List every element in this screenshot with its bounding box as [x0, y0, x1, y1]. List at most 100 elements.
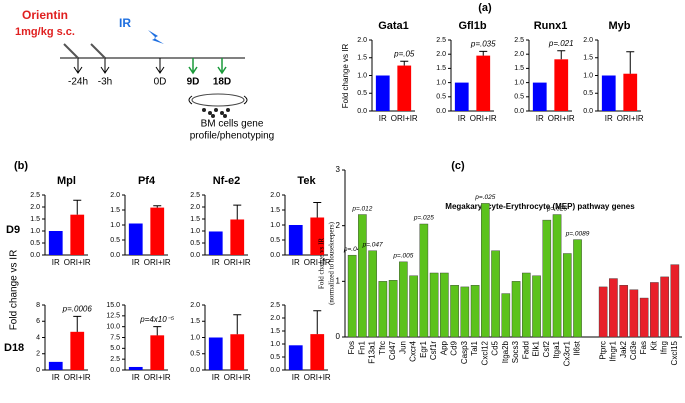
y-tick-label: 1.5	[110, 207, 120, 214]
bar	[310, 334, 325, 370]
bar	[450, 285, 459, 338]
bone	[191, 93, 245, 107]
error-bar	[400, 60, 409, 66]
time-label: -3h	[98, 77, 112, 88]
error-bar	[73, 199, 82, 215]
y-tick-label: 5.0	[110, 345, 120, 352]
x-tick-label: ORI+IR	[144, 373, 171, 382]
y-tick-label: 0.0	[190, 367, 200, 374]
error-bar	[73, 315, 82, 332]
bar	[491, 250, 500, 338]
y-tick-label: 1.0	[583, 72, 593, 79]
y-axis-title: (normalized to housekeepers)	[328, 221, 336, 304]
y-tick-label: 1.0	[270, 341, 280, 348]
y-tick-label: 8	[36, 302, 40, 309]
time-label: -24h	[68, 77, 88, 88]
x-tick-label: F13a1	[368, 340, 377, 363]
y-tick-label: 3	[336, 165, 341, 174]
lightning	[148, 30, 164, 44]
bar	[476, 55, 491, 111]
bar	[310, 217, 325, 255]
y-tick-label: 1.0	[436, 79, 446, 86]
row-label: D18	[4, 342, 24, 354]
error-bar	[233, 204, 242, 220]
x-tick-label: Ptprc	[598, 341, 607, 360]
error-bar	[153, 205, 162, 208]
bar	[532, 82, 547, 111]
bar	[623, 73, 638, 111]
bar	[378, 281, 388, 338]
ir-label: IR	[119, 16, 131, 30]
y-tick-label: 1.0	[514, 79, 524, 86]
x-tick-label: ORI+IR	[391, 114, 418, 123]
chart-title: Pf4	[138, 175, 156, 187]
bar	[552, 214, 562, 338]
x-tick-label: ORI+IR	[64, 373, 91, 382]
x-tick-label: IR	[292, 373, 300, 382]
bar	[388, 280, 398, 338]
y-tick-label: 1.5	[583, 55, 593, 62]
y-tick-label: 1.5	[270, 328, 280, 335]
bar	[70, 331, 85, 370]
bar	[501, 293, 511, 338]
chart-title: Myb	[609, 20, 631, 32]
chart-title: Runx1	[534, 20, 568, 32]
bar	[397, 65, 412, 111]
y-tick-label: 4	[36, 334, 40, 341]
bar	[409, 275, 418, 338]
y-tick-label: 2.0	[190, 302, 200, 309]
x-tick-label: ORI+IR	[304, 258, 331, 267]
x-tick-label: ORI+IR	[548, 114, 575, 123]
panel-label: (c)	[451, 160, 465, 172]
bar	[522, 272, 531, 338]
y-tick-label: 0.5	[270, 237, 280, 244]
x-tick-label: IR	[292, 258, 300, 267]
time-label: 0D	[154, 77, 167, 88]
y-tick-label: 0	[336, 332, 341, 341]
y-tick-label: 12.5	[106, 313, 120, 320]
error-bar	[233, 314, 242, 335]
y-tick-label: 0.0	[436, 108, 446, 115]
drug: Orientin	[22, 8, 68, 22]
annotation: p=.04	[343, 246, 361, 253]
y-tick-label: 1.0	[190, 228, 200, 235]
x-tick-label: Cx3cr1	[562, 340, 571, 366]
x-tick-label: IR	[52, 258, 60, 267]
bar	[573, 239, 582, 338]
bar	[660, 276, 669, 338]
y-tick-label: 10.0	[106, 324, 120, 331]
chart-title: Gfl1b	[458, 20, 486, 32]
error-bar	[153, 326, 162, 336]
x-tick-label: IR	[379, 114, 387, 123]
x-tick-label: IR	[52, 373, 60, 382]
y-tick-label: 1.0	[110, 222, 120, 229]
dose: 1mg/kg s.c.	[15, 26, 75, 38]
bar	[288, 225, 303, 255]
y-tick-label: 2.0	[190, 204, 200, 211]
error-bar	[313, 202, 322, 218]
y-tick-label: 0.0	[110, 252, 120, 259]
x-tick-label: Kit	[649, 340, 658, 350]
x-tick-label: Tal1	[470, 340, 479, 355]
x-tick-label: ORI+IR	[224, 373, 251, 382]
x-tick-label: Csf1r	[429, 341, 438, 360]
bar	[609, 278, 618, 338]
time-label: 9D	[187, 77, 200, 88]
bar	[562, 253, 572, 338]
error-bar	[557, 50, 566, 60]
bar	[368, 250, 377, 338]
y-tick-label: 0.0	[110, 367, 120, 374]
annotation: p=.0006	[62, 304, 93, 313]
bar	[532, 275, 541, 338]
time-label: 18D	[213, 77, 231, 88]
y-tick-label: 0.0	[357, 108, 367, 115]
x-tick-label: IR	[536, 114, 544, 123]
y-tick-label: 6	[36, 318, 40, 325]
readout: BM cells gene	[201, 119, 264, 130]
error-bar	[313, 310, 322, 335]
bar	[460, 286, 470, 338]
bar	[128, 366, 143, 370]
y-tick-label: 1.5	[190, 216, 200, 223]
y-axis-title: Fold change vs IR	[9, 250, 20, 331]
annotation: p=.005	[392, 253, 413, 260]
